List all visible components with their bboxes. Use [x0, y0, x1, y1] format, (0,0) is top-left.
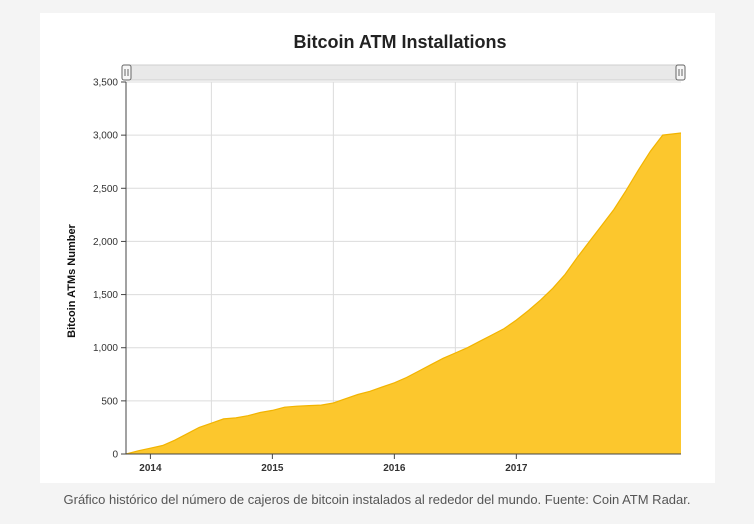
x-tick-label: 2016 [383, 463, 406, 474]
range-slider[interactable] [121, 64, 686, 81]
slider-track[interactable] [125, 64, 684, 81]
series-line [125, 132, 682, 455]
x-ticks: 2014 2015 2016 2017 [139, 454, 528, 474]
chart-title: Bitcoin ATM Installations [293, 32, 506, 52]
y-tick-label: 3,500 [93, 78, 118, 89]
y-tick-label: 500 [101, 396, 118, 407]
x-tick-label: 2015 [261, 463, 284, 474]
x-tick-label: 2014 [139, 463, 162, 474]
bitcoin-atm-chart: Bitcoin ATM Installations Bitcoin ATMs N… [66, 32, 686, 474]
x-tick-label: 2017 [505, 463, 528, 474]
y-ticks: 0 500 1,000 1,500 2,000 2,500 3,000 3,500 [93, 78, 126, 461]
area-fill [126, 133, 681, 454]
y-tick-label: 2,000 [93, 237, 118, 248]
y-tick-label: 2,500 [93, 184, 118, 195]
slider-handle-right[interactable] [675, 64, 686, 81]
slider-handle-left[interactable] [121, 64, 132, 81]
y-tick-label: 0 [112, 450, 118, 461]
slider-grip-icon[interactable] [675, 64, 686, 81]
y-tick-label: 1,000 [93, 343, 118, 354]
area-series [125, 132, 682, 455]
chart-card: Bitcoin ATM Installations Bitcoin ATMs N… [40, 13, 715, 483]
y-tick-label: 3,000 [93, 131, 118, 142]
slider-grip-icon[interactable] [121, 64, 132, 81]
figure-caption: Gráfico histórico del número de cajeros … [63, 492, 691, 507]
y-axis-label: Bitcoin ATMs Number [66, 223, 78, 337]
y-tick-label: 1,500 [93, 290, 118, 301]
axes [125, 82, 681, 455]
